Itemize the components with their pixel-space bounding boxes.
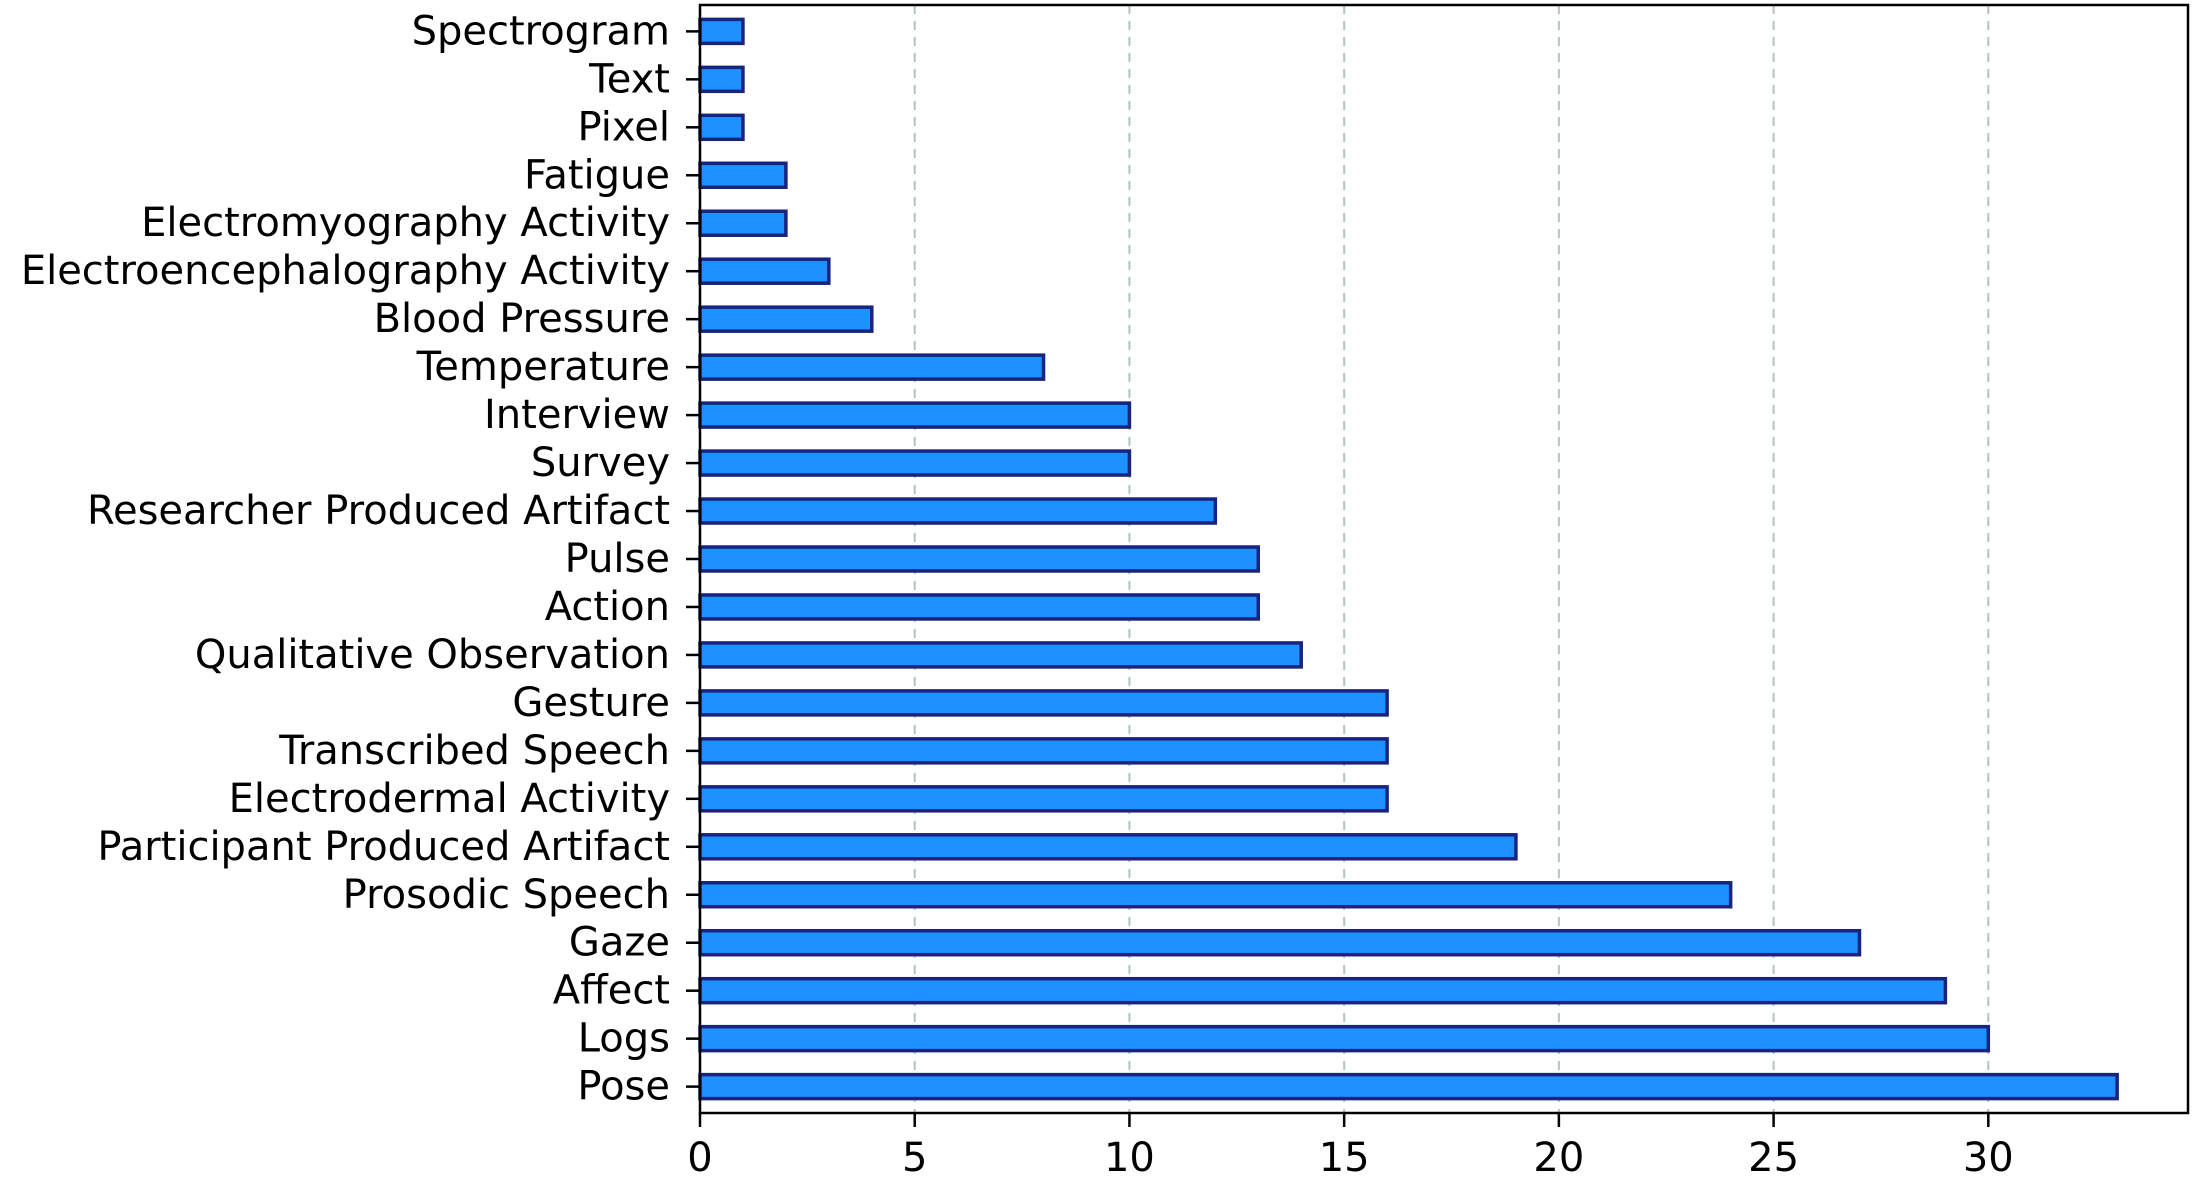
y-tick-label: Spectrogram — [412, 8, 670, 54]
grid-lines — [913, 5, 1990, 1113]
bar-gaze — [698, 928, 1862, 957]
bar-interview — [698, 401, 1132, 429]
y-tick-label: Survey — [531, 440, 670, 486]
y-tick-label: Researcher Produced Artifact — [87, 488, 670, 534]
bar-electromyography-activity — [698, 209, 788, 237]
y-tick-label: Participant Produced Artifact — [97, 824, 670, 870]
y-tick-label: Pulse — [565, 536, 670, 582]
bar-qualitative-observation — [698, 641, 1303, 669]
bar-pulse — [698, 545, 1261, 573]
bar-logs — [698, 1024, 1991, 1053]
y-tick-label: Affect — [553, 968, 670, 1014]
bar-gesture — [698, 689, 1389, 717]
bar-pose — [698, 1072, 2119, 1101]
bar-electrodermal-activity — [698, 785, 1389, 813]
y-tick-label: Qualitative Observation — [195, 632, 670, 678]
y-tick-label: Pose — [577, 1064, 670, 1110]
x-tick-label: 25 — [1748, 1135, 1799, 1177]
bar-fatigue — [698, 161, 788, 190]
y-tick-label: Transcribed Speech — [278, 728, 670, 774]
x-tick-label: 0 — [687, 1135, 712, 1177]
bar-electroencephalography-activity — [698, 257, 831, 285]
x-axis: 0 5 10 15 20 25 30 — [687, 1113, 2014, 1177]
bar-researcher-produced-artifact — [698, 497, 1218, 525]
bar-transcribed-speech — [698, 737, 1389, 765]
y-tick-label: Interview — [484, 392, 670, 438]
bar-pixel — [698, 113, 745, 142]
bar-survey — [698, 449, 1132, 477]
x-tick-label: 10 — [1104, 1135, 1155, 1177]
y-tick-label: Electrodermal Activity — [229, 776, 670, 822]
y-tick-label: Action — [545, 584, 670, 630]
y-tick-label: Blood Pressure — [374, 296, 670, 342]
bars — [698, 17, 2119, 1101]
bar-spectrogram — [698, 17, 745, 46]
x-tick-label: 30 — [1963, 1135, 2014, 1177]
y-tick-label: Electromyography Activity — [141, 200, 670, 246]
y-tick-label: Gesture — [512, 680, 670, 726]
bar-blood-pressure — [698, 305, 874, 333]
bar-text — [698, 65, 745, 94]
bar-prosodic-speech — [698, 881, 1733, 909]
bar-affect — [698, 976, 1948, 1005]
x-tick-label: 15 — [1319, 1135, 1370, 1177]
y-tick-label: Logs — [578, 1016, 670, 1062]
y-tick-label: Fatigue — [524, 152, 670, 198]
bar-action — [698, 593, 1261, 621]
y-tick-label: Gaze — [569, 920, 670, 966]
x-tick-label: 5 — [902, 1135, 927, 1177]
y-tick-label: Text — [588, 56, 670, 102]
y-tick-label: Pixel — [577, 104, 670, 150]
y-tick-label: Temperature — [416, 344, 670, 390]
y-tick-label: Electroencephalography Activity — [21, 248, 670, 294]
bar-participant-produced-artifact — [698, 833, 1518, 861]
bar-temperature — [698, 353, 1046, 381]
x-tick-label: 20 — [1533, 1135, 1584, 1177]
y-tick-label: Prosodic Speech — [343, 872, 670, 918]
